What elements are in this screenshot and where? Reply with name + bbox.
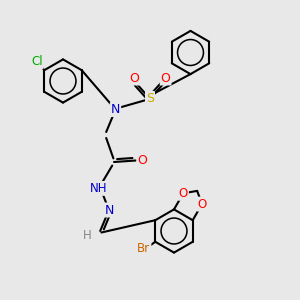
Text: S: S [146, 92, 154, 105]
Text: O: O [130, 71, 139, 85]
Text: O: O [137, 154, 147, 167]
Text: H: H [82, 229, 91, 242]
Text: Br: Br [137, 242, 151, 255]
Text: NH: NH [90, 182, 107, 195]
Text: Cl: Cl [31, 55, 43, 68]
Text: N: N [105, 203, 114, 217]
Text: O: O [161, 71, 170, 85]
Text: O: O [179, 187, 188, 200]
Text: N: N [111, 103, 120, 116]
Text: O: O [197, 198, 207, 211]
